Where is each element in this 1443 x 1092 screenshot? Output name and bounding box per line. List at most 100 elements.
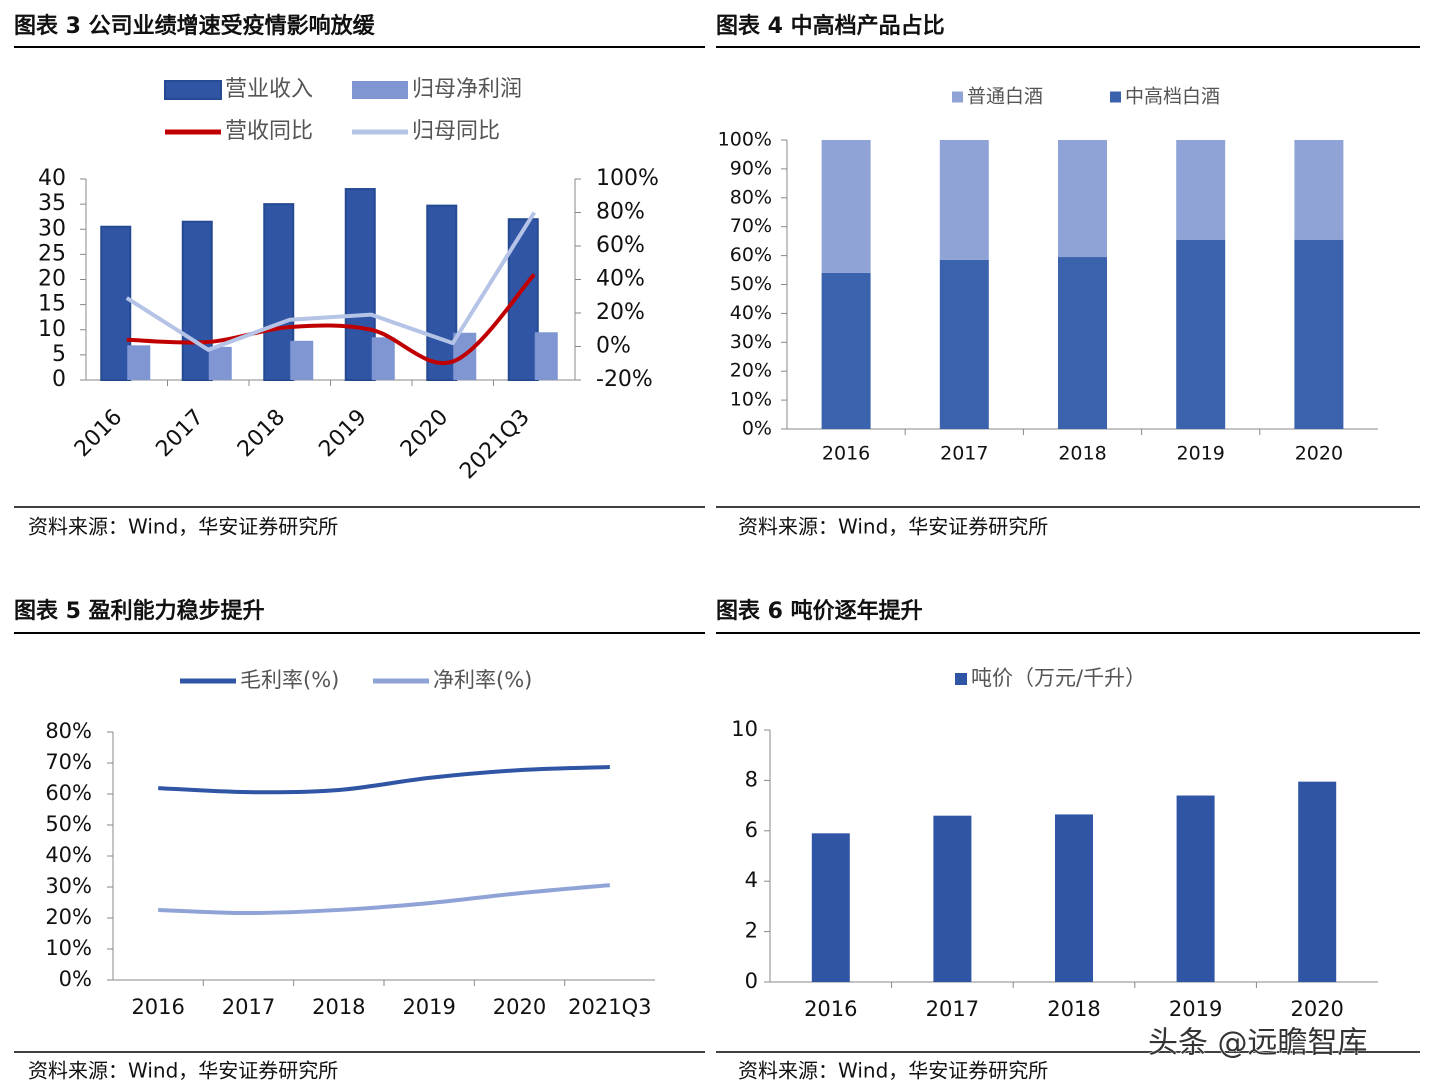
- x-tick-label: 2016: [804, 997, 857, 1021]
- bar: [426, 204, 458, 381]
- bar-segment: [1058, 257, 1107, 429]
- x-tick-label: 2019: [402, 995, 455, 1019]
- source-note: 资料来源：Wind，华安证券研究所: [738, 1059, 1048, 1083]
- line-series: [158, 765, 610, 795]
- bar: [1298, 781, 1337, 982]
- y2-tick-label: 100%: [596, 166, 659, 191]
- y-tick-label: 30: [38, 216, 66, 241]
- y2-tick-label: 80%: [596, 200, 645, 225]
- x-tick-label: 2020: [396, 405, 453, 462]
- line-series: [126, 273, 536, 366]
- x-tick-label: 2017: [926, 997, 979, 1021]
- bar: [371, 337, 395, 380]
- y-tick-label: 0%: [59, 967, 92, 991]
- bar: [263, 203, 295, 381]
- bar-segment: [939, 259, 989, 429]
- chart-panel: 图表 3 公司业绩增速受疫情影响放缓资料来源：Wind，华安证券研究所05101…: [14, 13, 705, 539]
- chart-title: 图表 3 公司业绩增速受疫情影响放缓: [14, 13, 376, 39]
- y2-tick-label: 40%: [596, 267, 645, 292]
- bar-segment: [939, 140, 989, 260]
- y-tick-label: 50%: [730, 273, 772, 295]
- x-tick-label: 2018: [233, 405, 290, 462]
- legend-label: 吨价（万元/千升）: [971, 666, 1146, 690]
- legend-label: 净利率(%): [433, 668, 532, 692]
- y-tick-label: 4: [745, 868, 758, 892]
- legend-label: 普通白酒: [967, 86, 1043, 108]
- y-tick-label: 35: [38, 191, 66, 216]
- y2-tick-label: -20%: [596, 367, 653, 392]
- y-tick-label: 20%: [730, 360, 772, 382]
- legend-symbol: [952, 91, 963, 103]
- y2-tick-label: 0%: [596, 334, 631, 359]
- bar: [344, 188, 376, 381]
- chart-title: 图表 5 盈利能力稳步提升: [14, 598, 265, 624]
- x-tick-label: 2017: [222, 995, 275, 1019]
- y-tick-label: 15: [38, 292, 66, 317]
- legend-symbol: [955, 673, 967, 685]
- x-tick-label: 2020: [1295, 443, 1343, 465]
- y-tick-label: 30%: [45, 874, 92, 898]
- y-tick-label: 10%: [730, 389, 772, 411]
- y2-tick-label: 60%: [596, 233, 645, 258]
- bar-segment: [1294, 239, 1344, 429]
- bar: [290, 340, 314, 380]
- chart-title: 图表 4 中高档产品占比: [716, 13, 945, 39]
- y-tick-label: 80%: [45, 719, 92, 743]
- bar: [534, 332, 558, 380]
- y-tick-label: 40%: [45, 843, 92, 867]
- x-tick-label: 2016: [822, 443, 870, 465]
- legend-label: 毛利率(%): [240, 668, 339, 692]
- bar: [181, 220, 213, 381]
- y-tick-label: 2: [745, 919, 758, 943]
- chart-title: 图表 6 吨价逐年提升: [716, 598, 923, 624]
- bar: [100, 225, 132, 381]
- bar: [933, 815, 972, 982]
- legend-label: 归母同比: [412, 119, 500, 144]
- source-note: 资料来源：Wind，华安证券研究所: [28, 515, 338, 539]
- bar: [1176, 795, 1215, 982]
- y-tick-label: 90%: [730, 157, 772, 179]
- x-tick-label: 2017: [151, 405, 208, 462]
- legend-symbol: [164, 80, 222, 100]
- bar: [1055, 814, 1093, 982]
- y-tick-label: 80%: [730, 186, 772, 208]
- line-series: [158, 883, 611, 916]
- x-tick-label: 2018: [312, 995, 365, 1019]
- source-note: 资料来源：Wind，华安证券研究所: [28, 1059, 338, 1083]
- x-tick-label: 2019: [1169, 997, 1222, 1021]
- x-tick-label: 2019: [1177, 443, 1225, 465]
- y-tick-label: 40%: [730, 302, 772, 324]
- y-tick-label: 20: [38, 267, 66, 292]
- bar-segment: [821, 272, 871, 429]
- watermark: 头条 @远瞻智库: [1148, 1026, 1368, 1061]
- x-tick-label: 2018: [1047, 997, 1100, 1021]
- y-tick-label: 8: [745, 767, 758, 791]
- line-series: [125, 211, 536, 352]
- y-tick-label: 20%: [45, 905, 92, 929]
- x-tick-label: 2016: [70, 405, 127, 462]
- y-tick-label: 0%: [742, 418, 772, 440]
- x-tick-label: 2019: [314, 405, 371, 462]
- bar: [127, 345, 151, 380]
- y-tick-label: 50%: [45, 812, 92, 836]
- x-tick-label: 2021Q3: [568, 995, 651, 1019]
- y-tick-label: 70%: [730, 215, 772, 237]
- legend-symbol: [352, 81, 408, 99]
- x-tick-label: 2020: [1290, 997, 1343, 1021]
- x-tick-label: 2018: [1058, 443, 1106, 465]
- y-tick-label: 25: [38, 241, 66, 266]
- legend-label: 营业收入: [225, 77, 313, 102]
- x-tick-label: 2017: [940, 443, 988, 465]
- y-tick-label: 10: [38, 317, 66, 342]
- y-tick-label: 5: [52, 342, 66, 367]
- legend-symbol: [1110, 91, 1121, 103]
- y2-tick-label: 20%: [596, 300, 645, 325]
- bar-segment: [1176, 140, 1226, 240]
- legend-label: 归母净利润: [412, 77, 522, 102]
- bar-segment: [821, 140, 871, 273]
- y-tick-label: 0: [745, 969, 758, 993]
- y-tick-label: 6: [745, 818, 758, 842]
